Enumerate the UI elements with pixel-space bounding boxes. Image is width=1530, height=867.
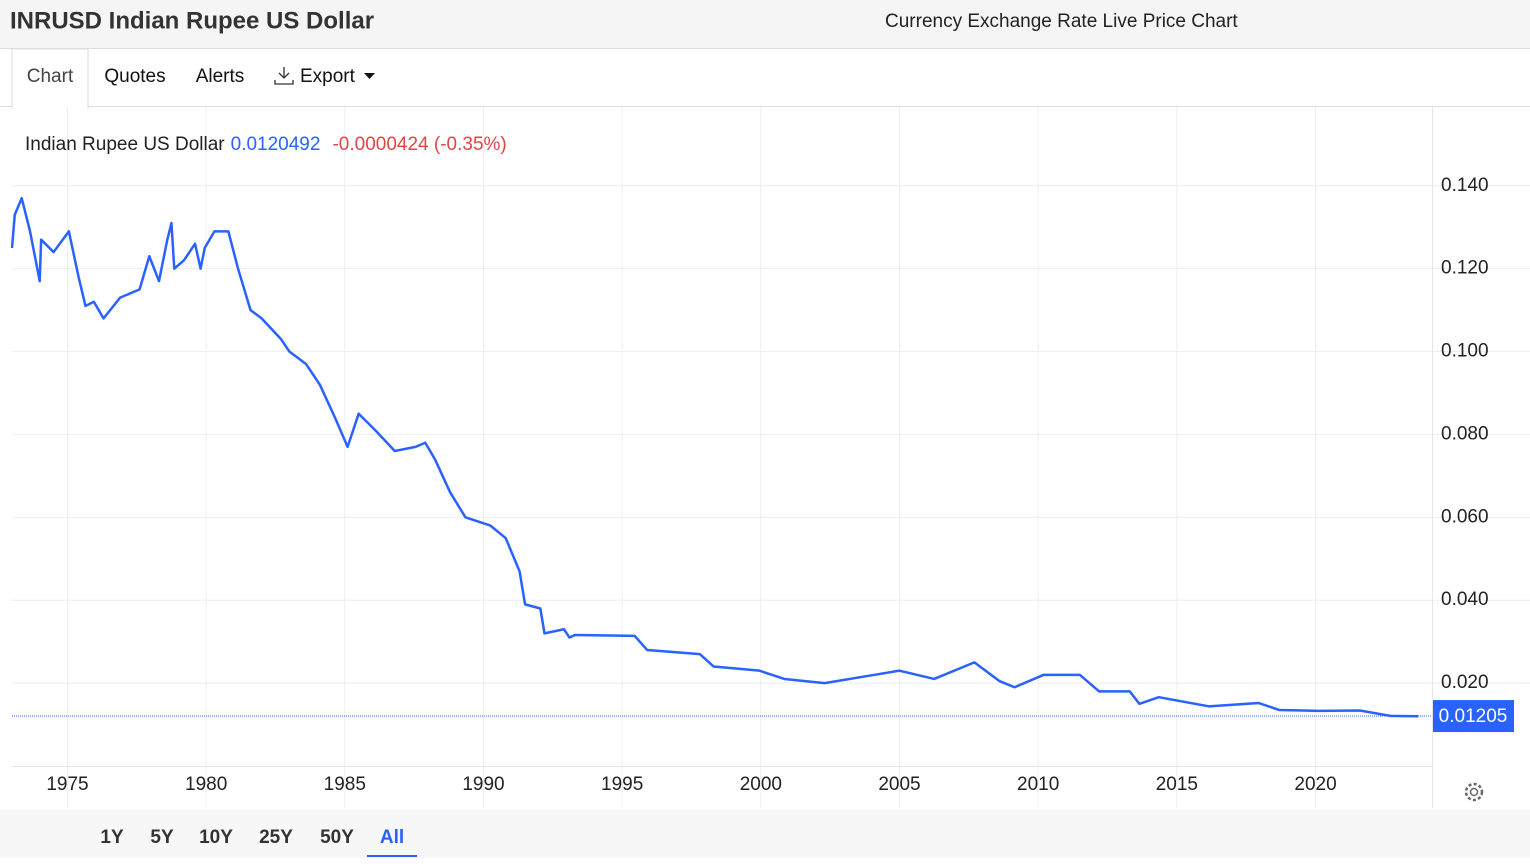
x-tick-label: 2000 [740, 774, 782, 795]
dropdown-caret [364, 73, 375, 79]
page-title: INRUSD Indian Rupee US Dollar [10, 7, 374, 34]
y-tick-label: 0.060 [1441, 506, 1489, 527]
active-tab [11, 48, 89, 109]
legend-price: 0.0120492 [231, 134, 321, 155]
price-line [10, 196, 1419, 718]
last-value-label: 0.01205 [1439, 706, 1508, 727]
tab[interactable]: Quotes [104, 66, 165, 87]
range-button[interactable]: 5Y [150, 827, 174, 848]
x-tick-label: 1985 [324, 774, 366, 795]
settings-icon[interactable] [1464, 782, 1484, 802]
x-tick-label: 1975 [46, 774, 88, 795]
x-tick-label: 2015 [1156, 774, 1198, 795]
legend-change: -0.0000424 (-0.35%) [332, 134, 506, 155]
tab[interactable]: Alerts [196, 66, 245, 87]
y-tick-label: 0.020 [1441, 672, 1489, 693]
x-tick-label: 2005 [878, 774, 920, 795]
gear-hub [1469, 787, 1479, 797]
range-button[interactable]: 25Y [259, 827, 293, 848]
y-tick-label: 0.120 [1441, 258, 1489, 279]
export-icon [274, 67, 294, 85]
x-tick-label: 1995 [601, 774, 643, 795]
range-bar [0, 810, 1530, 858]
x-tick-label: 2020 [1294, 774, 1336, 795]
legend-name: Indian Rupee US Dollar [25, 134, 225, 155]
y-tick-label: 0.100 [1441, 341, 1489, 362]
range-button[interactable]: 50Y [320, 827, 354, 848]
page-subtitle: Currency Exchange Rate Live Price Chart [885, 11, 1238, 32]
tab[interactable]: Export [300, 66, 356, 87]
y-tick-label: 0.140 [1441, 175, 1489, 196]
header-bar [0, 0, 1530, 48]
range-button[interactable]: All [380, 827, 404, 848]
x-tick-label: 1980 [185, 774, 227, 795]
x-tick-label: 2010 [1017, 774, 1059, 795]
range-button[interactable]: 1Y [100, 827, 124, 848]
range-button[interactable]: 10Y [199, 827, 233, 848]
x-tick-label: 1990 [462, 774, 504, 795]
y-tick-label: 0.080 [1441, 423, 1489, 444]
tab[interactable]: Chart [27, 66, 74, 87]
plot [10, 107, 1530, 808]
active-tab-gap [13, 104, 87, 109]
y-tick-label: 0.040 [1441, 589, 1489, 610]
last-value-box [1433, 700, 1514, 733]
gear [1464, 782, 1484, 802]
